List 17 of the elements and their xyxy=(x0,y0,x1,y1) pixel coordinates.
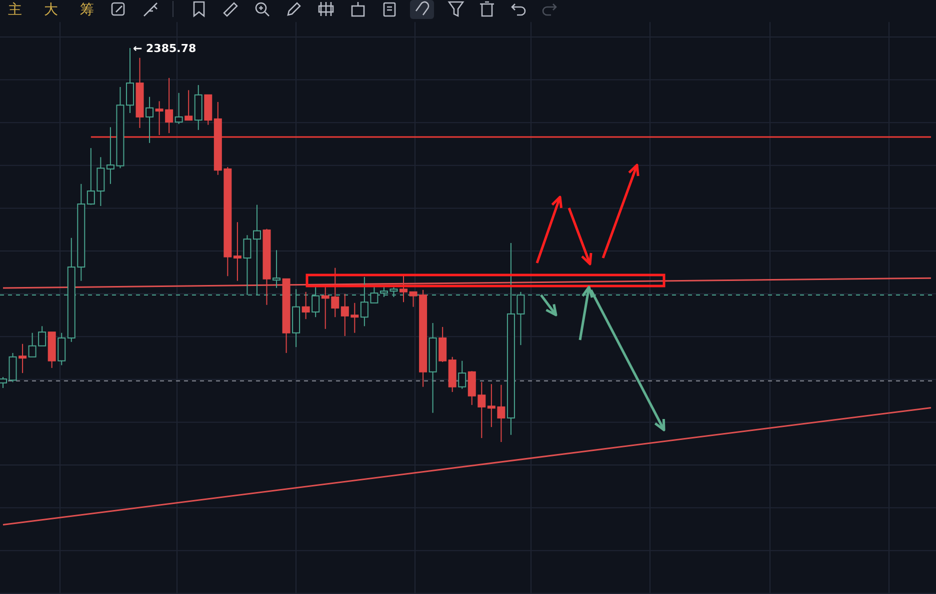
candlestick xyxy=(233,222,242,282)
text: 大 xyxy=(44,2,58,18)
candlestick xyxy=(126,48,134,114)
candlestick xyxy=(18,343,27,374)
candlestick xyxy=(184,90,193,121)
candlestick xyxy=(302,291,310,320)
candlestick xyxy=(8,352,17,383)
candlestick xyxy=(0,376,7,389)
text: 主 xyxy=(8,2,22,18)
candlestick xyxy=(458,360,466,390)
candlestick xyxy=(146,96,154,144)
text: 筹 xyxy=(80,2,94,18)
candlestick xyxy=(272,250,281,288)
candlestick xyxy=(438,326,447,363)
candlestick xyxy=(58,332,66,366)
candlestick xyxy=(174,92,183,125)
annotation: ← 2385.78 xyxy=(132,42,196,55)
